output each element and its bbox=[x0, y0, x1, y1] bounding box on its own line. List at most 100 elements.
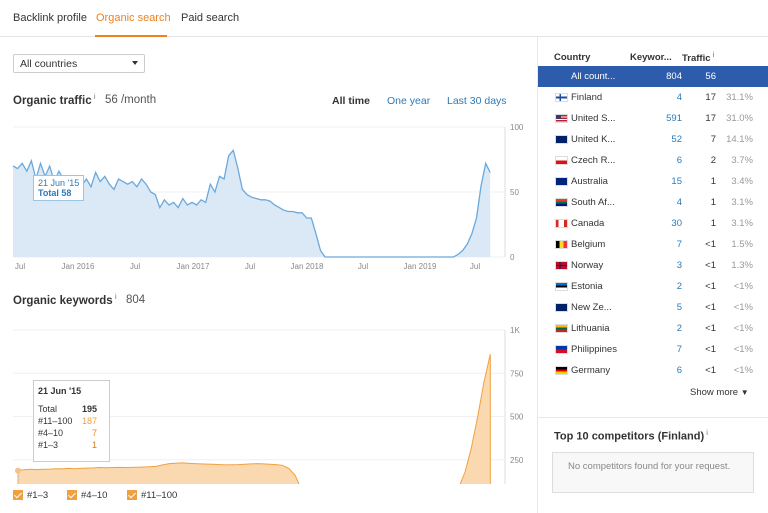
flag-fi-icon bbox=[555, 93, 568, 102]
country-traffic: <1 bbox=[705, 323, 716, 334]
range-last-30-days[interactable]: Last 30 days bbox=[447, 95, 507, 107]
keywords-tooltip-date: 21 Jun '15 bbox=[38, 386, 82, 396]
country-traffic: <1 bbox=[705, 302, 716, 313]
organic-traffic-chart[interactable]: 100 50 0 Jul Jan 2016 Jul Jan 2017 Jul Jan 2018 J… bbox=[0, 122, 528, 272]
country-keywords[interactable]: 591 bbox=[666, 113, 682, 124]
country-row[interactable]: United S... 591 17 31.0% bbox=[538, 108, 768, 129]
country-keywords[interactable]: 2 bbox=[676, 281, 682, 292]
country-keywords[interactable]: 2 bbox=[676, 323, 682, 334]
country-row[interactable]: Belgium 7 <1 1.5% bbox=[538, 234, 768, 255]
flag-lt-icon bbox=[555, 324, 568, 333]
country-row[interactable]: Finland 4 17 31.1% bbox=[538, 87, 768, 108]
competitors-empty-message: No competitors found for your request. bbox=[552, 452, 754, 493]
country-row[interactable]: Czech R... 6 2 3.7% bbox=[538, 150, 768, 171]
tab-paid-search[interactable]: Paid search bbox=[181, 12, 240, 24]
tab-backlink-profile[interactable]: Backlink profile bbox=[13, 12, 87, 24]
info-icon[interactable]: i bbox=[93, 94, 96, 101]
country-name: South Af... bbox=[571, 197, 615, 208]
tab-organic-search[interactable]: Organic search bbox=[96, 12, 171, 24]
x-tick-label: Jan 2017 bbox=[177, 262, 210, 271]
country-select[interactable]: All countries bbox=[13, 54, 145, 73]
country-name: Norway bbox=[571, 260, 604, 271]
x-tick-label: Jan 2019 bbox=[404, 262, 437, 271]
country-traffic-pct: 31.0% bbox=[726, 113, 753, 124]
col-keywords[interactable]: Keywor... bbox=[630, 52, 672, 63]
x-tick-label: Jul bbox=[130, 262, 140, 271]
country-row[interactable]: Canada 30 1 3.1% bbox=[538, 213, 768, 234]
country-keywords[interactable]: 4 bbox=[676, 197, 682, 208]
range-all-time[interactable]: All time bbox=[332, 95, 370, 107]
country-traffic: <1 bbox=[705, 239, 716, 250]
flag-ee-icon bbox=[555, 282, 568, 291]
country-keywords[interactable]: 6 bbox=[676, 155, 682, 166]
country-name: Estonia bbox=[571, 281, 603, 292]
country-name: Czech R... bbox=[571, 155, 616, 166]
y-tick-label: 750 bbox=[510, 369, 524, 378]
flag-cz-icon bbox=[555, 156, 568, 165]
y-tick-label: 50 bbox=[510, 188, 519, 197]
country-keywords[interactable]: 3 bbox=[676, 260, 682, 271]
country-name: Belgium bbox=[571, 239, 606, 250]
flag-au-icon bbox=[555, 177, 568, 186]
country-row[interactable]: Australia 15 1 3.4% bbox=[538, 171, 768, 192]
country-keywords[interactable]: 7 bbox=[676, 344, 682, 355]
country-traffic: 2 bbox=[710, 155, 716, 166]
country-keywords[interactable]: 30 bbox=[671, 218, 682, 229]
range-one-year[interactable]: One year bbox=[387, 95, 431, 107]
col-traffic[interactable]: Traffic i bbox=[682, 52, 715, 65]
country-name: Finland bbox=[571, 92, 603, 103]
country-name: United S... bbox=[571, 113, 616, 124]
col-country[interactable]: Country bbox=[554, 52, 591, 63]
country-keywords[interactable]: 4 bbox=[676, 92, 682, 103]
country-row[interactable]: Norway 3 <1 1.3% bbox=[538, 255, 768, 276]
x-tick-label: Jan 2016 bbox=[62, 262, 95, 271]
info-icon[interactable]: i bbox=[114, 294, 117, 301]
caret-down-icon: ▼ bbox=[740, 388, 749, 397]
info-icon[interactable]: i bbox=[712, 52, 715, 59]
country-keywords[interactable]: 7 bbox=[676, 239, 682, 250]
traffic-line bbox=[12, 149, 491, 258]
country-traffic-pct: <1% bbox=[733, 365, 753, 376]
country-name: New Ze... bbox=[571, 302, 612, 313]
organic-traffic-title: Organic traffic i bbox=[13, 94, 96, 107]
tab-bar: Backlink profile Organic search Paid sea… bbox=[0, 0, 768, 37]
legend-11-100: #11–100 bbox=[141, 490, 178, 501]
organic-traffic-value: 56 /month bbox=[105, 94, 157, 106]
country-keywords[interactable]: 5 bbox=[676, 302, 682, 313]
country-row[interactable]: Germany 6 <1 <1% bbox=[538, 360, 768, 381]
country-name: Lithuania bbox=[571, 323, 610, 334]
country-row[interactable]: Lithuania 2 <1 <1% bbox=[538, 318, 768, 339]
legend-1-3: #1–3 bbox=[27, 490, 49, 501]
country-row[interactable]: New Ze... 5 <1 <1% bbox=[538, 297, 768, 318]
x-tick-label: Jan 2018 bbox=[291, 262, 324, 271]
country-name: Germany bbox=[571, 365, 611, 376]
checkbox-4-10[interactable] bbox=[67, 490, 77, 500]
country-traffic: 1 bbox=[710, 176, 716, 187]
checkbox-11-100[interactable] bbox=[127, 490, 137, 500]
x-tick-label: Jul bbox=[245, 262, 255, 271]
country-keywords[interactable]: 15 bbox=[671, 176, 682, 187]
traffic-area bbox=[13, 150, 491, 257]
country-row[interactable]: Estonia 2 <1 <1% bbox=[538, 276, 768, 297]
tooltip-row-1-3: #1–3 1 bbox=[38, 440, 97, 450]
country-traffic-pct: <1% bbox=[733, 344, 753, 355]
country-keywords[interactable]: 52 bbox=[671, 134, 682, 145]
country-row[interactable]: All count... 804 56 bbox=[538, 66, 768, 87]
show-more-link[interactable]: Show more ▼ bbox=[690, 387, 749, 398]
flag-no-icon bbox=[555, 261, 568, 270]
y-tick-label: 500 bbox=[510, 413, 524, 422]
country-row[interactable]: South Af... 4 1 3.1% bbox=[538, 192, 768, 213]
country-row[interactable]: United K... 52 7 14.1% bbox=[538, 129, 768, 150]
info-icon[interactable]: i bbox=[706, 430, 709, 437]
flag-us-icon bbox=[555, 114, 568, 123]
country-traffic: 1 bbox=[710, 197, 716, 208]
country-keywords[interactable]: 804 bbox=[666, 71, 682, 82]
country-traffic-pct: 3.4% bbox=[731, 176, 753, 187]
country-traffic-pct: 1.5% bbox=[731, 239, 753, 250]
checkbox-1-3[interactable] bbox=[13, 490, 23, 500]
country-row[interactable]: Philippines 7 <1 <1% bbox=[538, 339, 768, 360]
country-traffic: <1 bbox=[705, 365, 716, 376]
traffic-tooltip-date: 21 Jun '15 bbox=[38, 178, 80, 188]
country-keywords[interactable]: 6 bbox=[676, 365, 682, 376]
country-name: Canada bbox=[571, 218, 605, 229]
